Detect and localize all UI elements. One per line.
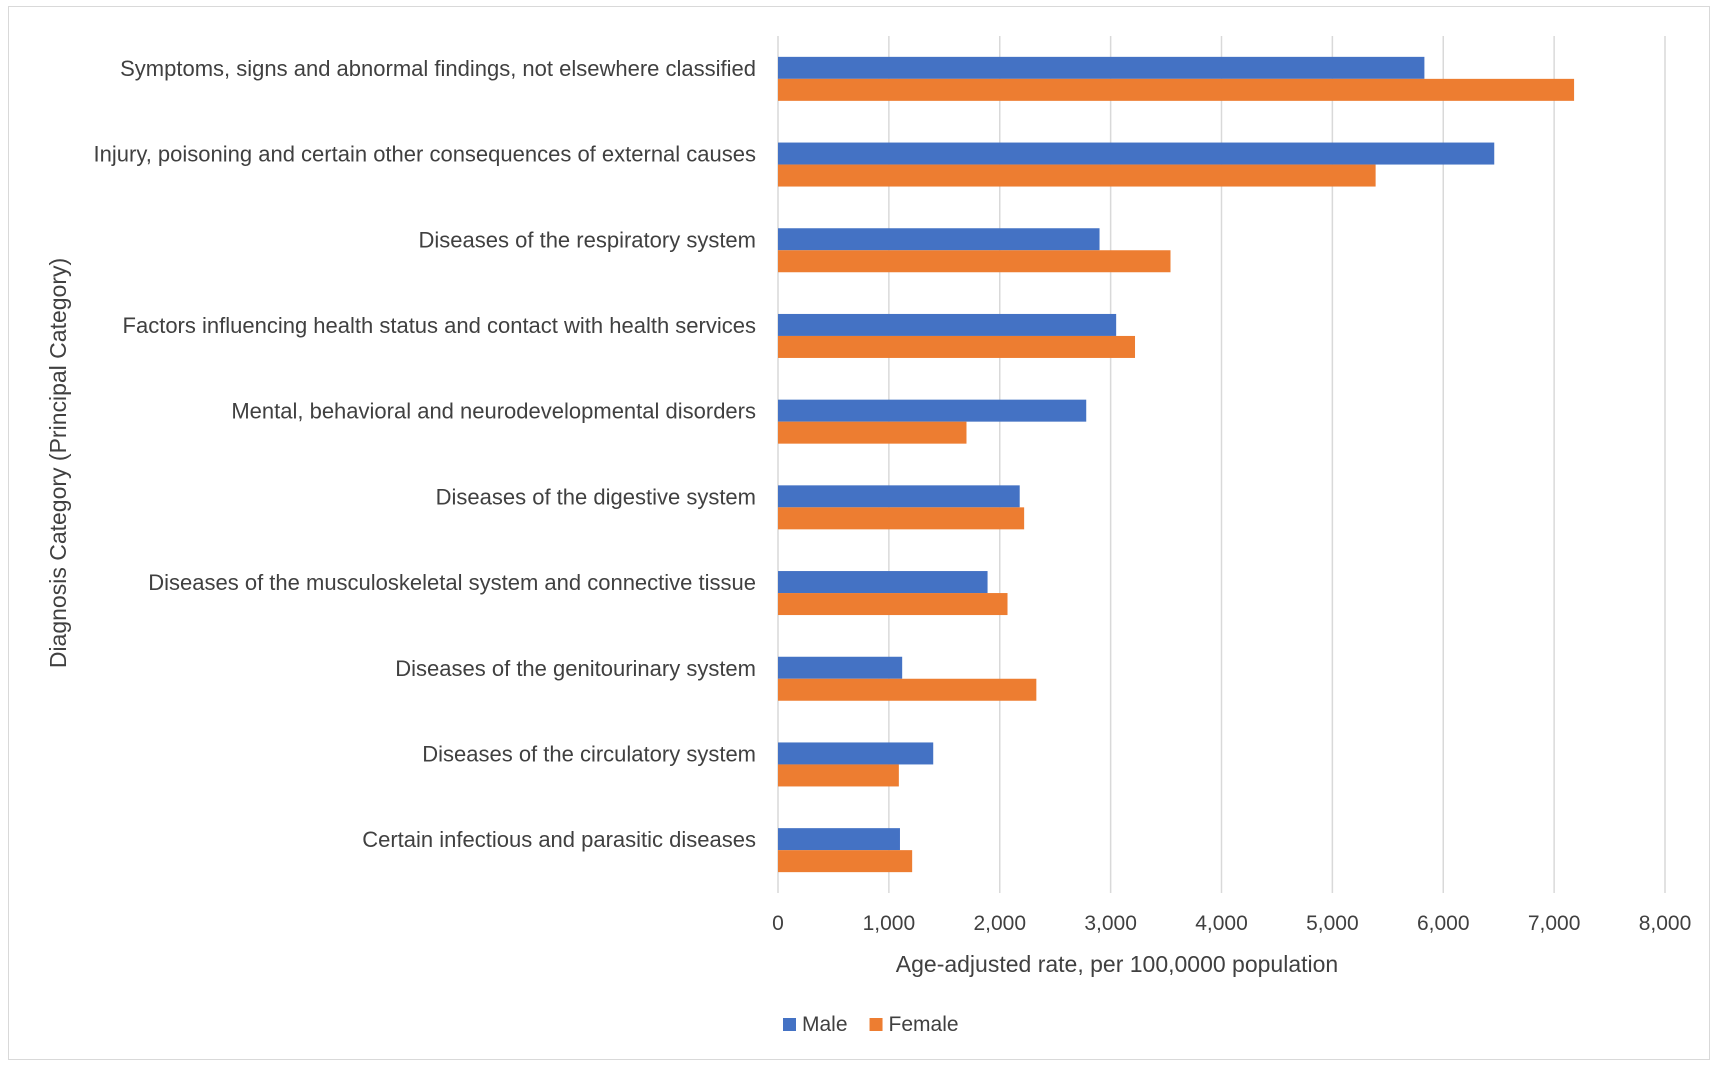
x-tick-label: 5,000 xyxy=(1306,912,1359,935)
bar-female xyxy=(778,507,1025,530)
bar-male xyxy=(778,828,900,851)
category-label: Diseases of the musculoskeletal system a… xyxy=(148,570,756,595)
bar-female xyxy=(778,78,1575,101)
bar-male xyxy=(778,142,1495,165)
bar-female xyxy=(778,678,1037,701)
x-axis-title: Age-adjusted rate, per 100,0000 populati… xyxy=(896,951,1338,977)
legend-label-male: Male xyxy=(802,1013,848,1036)
category-label: Diseases of the respiratory system xyxy=(419,227,756,252)
bar-female xyxy=(778,850,913,873)
x-tick-label: 7,000 xyxy=(1528,912,1581,935)
category-label: Certain infectious and parasitic disease… xyxy=(362,827,756,852)
category-label: Diseases of the digestive system xyxy=(436,484,756,509)
x-tick-labels: 0 1,000 2,000 3,000 4,000 5,000 6,000 7,000 8,00… xyxy=(772,912,1691,935)
bar-female xyxy=(778,250,1171,273)
bar-male xyxy=(778,56,1425,79)
bar-female xyxy=(778,764,899,787)
bar-male xyxy=(778,228,1100,251)
category-labels: Symptoms, signs and abnormal findings, n… xyxy=(94,56,756,852)
bar-male xyxy=(778,571,988,594)
legend: Male Female xyxy=(783,1013,959,1036)
bar-female xyxy=(778,421,967,444)
category-label: Mental, behavioral and neurodevelopmenta… xyxy=(231,399,756,424)
category-label: Factors influencing health status and co… xyxy=(123,313,756,338)
bar-male xyxy=(778,399,1087,422)
bar-male xyxy=(778,485,1020,508)
bar-male xyxy=(778,742,934,765)
y-axis-title: Diagnosis Category (Principal Category) xyxy=(45,258,71,668)
x-tick-label: 0 xyxy=(772,912,784,935)
x-tick-label: 1,000 xyxy=(863,912,916,935)
category-label: Diseases of the genitourinary system xyxy=(395,656,756,681)
x-tick-label: 4,000 xyxy=(1195,912,1248,935)
chart-frame xyxy=(8,6,1710,1060)
bar-female xyxy=(778,164,1376,187)
category-label: Injury, poisoning and certain other cons… xyxy=(94,142,756,167)
bars xyxy=(778,56,1575,873)
category-label: Diseases of the circulatory system xyxy=(422,741,756,766)
bar-male xyxy=(778,656,903,679)
x-tick-label: 8,000 xyxy=(1639,912,1692,935)
legend-swatch-female xyxy=(869,1018,883,1031)
legend-swatch-male xyxy=(783,1018,796,1031)
bar-female xyxy=(778,593,1008,616)
x-tick-label: 6,000 xyxy=(1417,912,1470,935)
legend-label-female: Female xyxy=(889,1013,959,1036)
bar-female xyxy=(778,335,1136,358)
bar-male xyxy=(778,313,1117,336)
x-tick-label: 2,000 xyxy=(973,912,1026,935)
x-tick-label: 3,000 xyxy=(1084,912,1137,935)
category-label: Symptoms, signs and abnormal findings, n… xyxy=(120,56,756,81)
